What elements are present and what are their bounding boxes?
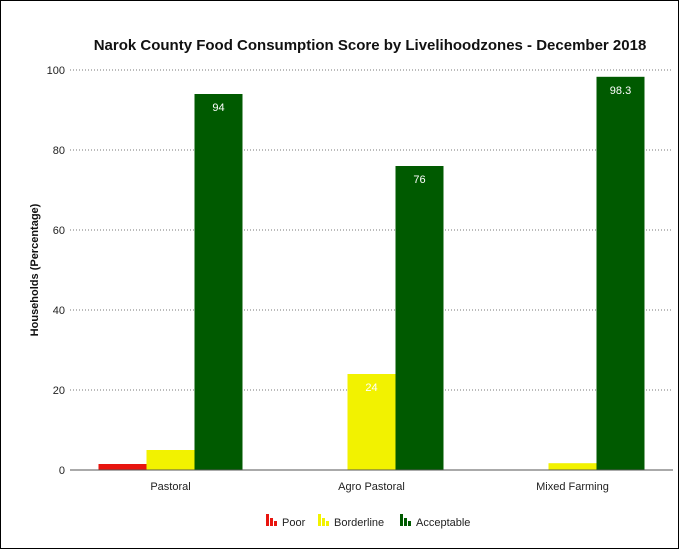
legend-item-poor: Poor xyxy=(266,514,306,529)
legend-item-acceptable: Acceptable xyxy=(400,514,470,529)
y-tick-label: 40 xyxy=(53,305,65,317)
legend-label: Borderline xyxy=(334,517,384,529)
y-tick-label: 20 xyxy=(53,385,65,397)
bar-chart-icon xyxy=(400,514,411,526)
chart-title: Narok County Food Consumption Score by L… xyxy=(94,37,647,54)
y-tick-label: 80 xyxy=(53,145,65,157)
bar-chart-icon xyxy=(318,514,329,526)
y-tick-label: 0 xyxy=(59,465,65,477)
bar-acceptable-2 xyxy=(395,166,444,470)
category-label-layer: Pastoral Agro Pastoral Mixed Farming xyxy=(150,481,609,493)
category-label: Mixed Farming xyxy=(536,481,609,493)
data-label: 98.3 xyxy=(610,85,631,97)
grid-layer xyxy=(70,69,673,391)
y-axis-label: Households (Percentage) xyxy=(29,203,41,336)
legend: Poor Borderline Acceptable xyxy=(266,514,470,529)
data-label: 76 xyxy=(413,174,425,186)
y-tick-label: 60 xyxy=(53,225,65,237)
bar-poor-1 xyxy=(98,464,147,470)
legend-item-borderline: Borderline xyxy=(318,514,384,529)
y-tick-label: 100 xyxy=(47,65,65,77)
bar-layer xyxy=(98,76,645,471)
bar-acceptable-3 xyxy=(596,76,645,471)
bar-borderline-1 xyxy=(146,450,195,470)
legend-label: Acceptable xyxy=(416,517,470,529)
data-label-layer: 94 24 76 98.3 xyxy=(212,85,631,394)
bar-chart-icon xyxy=(266,514,277,526)
bar-acceptable-1 xyxy=(194,94,243,470)
data-label: 94 xyxy=(212,102,224,114)
bar-borderline-3 xyxy=(548,463,597,470)
category-label: Agro Pastoral xyxy=(338,481,405,493)
category-label: Pastoral xyxy=(150,481,190,493)
legend-label: Poor xyxy=(282,517,306,529)
data-label: 24 xyxy=(365,382,377,394)
bar-borderline-2 xyxy=(347,374,396,470)
y-tick-layer: 0 20 40 60 80 100 xyxy=(47,65,65,477)
